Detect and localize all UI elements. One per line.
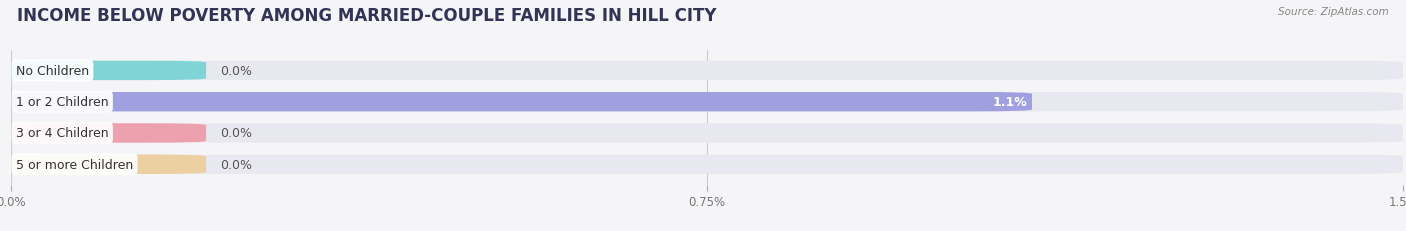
Text: 3 or 4 Children: 3 or 4 Children — [15, 127, 108, 140]
Text: 0.0%: 0.0% — [221, 158, 252, 171]
FancyBboxPatch shape — [11, 93, 1403, 112]
Text: 1 or 2 Children: 1 or 2 Children — [15, 96, 108, 109]
Text: 5 or more Children: 5 or more Children — [15, 158, 134, 171]
Text: Source: ZipAtlas.com: Source: ZipAtlas.com — [1278, 7, 1389, 17]
Text: 0.0%: 0.0% — [221, 65, 252, 78]
FancyBboxPatch shape — [11, 124, 1403, 143]
Text: 1.1%: 1.1% — [993, 96, 1028, 109]
Text: 0.0%: 0.0% — [221, 127, 252, 140]
FancyBboxPatch shape — [11, 155, 207, 174]
FancyBboxPatch shape — [11, 155, 1403, 174]
FancyBboxPatch shape — [11, 124, 207, 143]
FancyBboxPatch shape — [11, 93, 1032, 112]
FancyBboxPatch shape — [11, 61, 1403, 81]
FancyBboxPatch shape — [11, 61, 207, 81]
Text: INCOME BELOW POVERTY AMONG MARRIED-COUPLE FAMILIES IN HILL CITY: INCOME BELOW POVERTY AMONG MARRIED-COUPL… — [17, 7, 717, 25]
Text: No Children: No Children — [15, 65, 89, 78]
